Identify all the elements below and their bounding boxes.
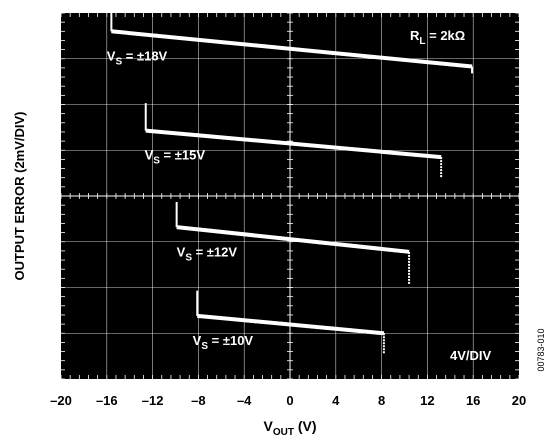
series-trace	[110, 10, 474, 74]
series-labels: VS = ±18V VS = ±15V VS = ±12V VS = ±10V	[107, 48, 254, 352]
y-axis-label: OUTPUT ERROR (2mV/DIV)	[12, 111, 27, 280]
series-trace	[196, 290, 385, 354]
trace-noise	[176, 226, 410, 254]
data-traces	[110, 10, 474, 354]
series-trace	[144, 103, 443, 178]
x-tick-label: 16	[466, 393, 480, 408]
trace-noise	[111, 30, 473, 68]
x-tick-label: –12	[142, 393, 164, 408]
x-tick-label: –20	[50, 393, 72, 408]
x-tick-label: –16	[96, 393, 118, 408]
x-tick-labels: –20 –16 –12 –8 –4 0 4 8 12 16 20	[50, 393, 526, 408]
series-label: VS = ±18V	[107, 48, 168, 67]
x-tick-label: 12	[420, 393, 434, 408]
trace-noise	[196, 314, 385, 336]
x-scale-annotation: 4V/DIV	[450, 348, 492, 363]
x-tick-label: 4	[332, 393, 340, 408]
x-tick-label: 8	[378, 393, 385, 408]
figure-id: 00783-010	[536, 328, 546, 371]
series-trace	[175, 201, 411, 284]
x-tick-label: 20	[512, 393, 526, 408]
series-label: VS = ±15V	[145, 148, 206, 167]
x-tick-label: 0	[286, 393, 293, 408]
series-label: VS = ±12V	[177, 244, 238, 263]
load-annotation: RL = 2kΩ	[410, 28, 465, 47]
grid	[60, 12, 520, 380]
x-tick-label: –4	[237, 393, 252, 408]
x-axis-label: VOUT (V)	[263, 418, 316, 437]
series-label: VS = ±10V	[193, 333, 254, 352]
trace-noise	[145, 129, 442, 159]
x-tick-label: –8	[191, 393, 205, 408]
